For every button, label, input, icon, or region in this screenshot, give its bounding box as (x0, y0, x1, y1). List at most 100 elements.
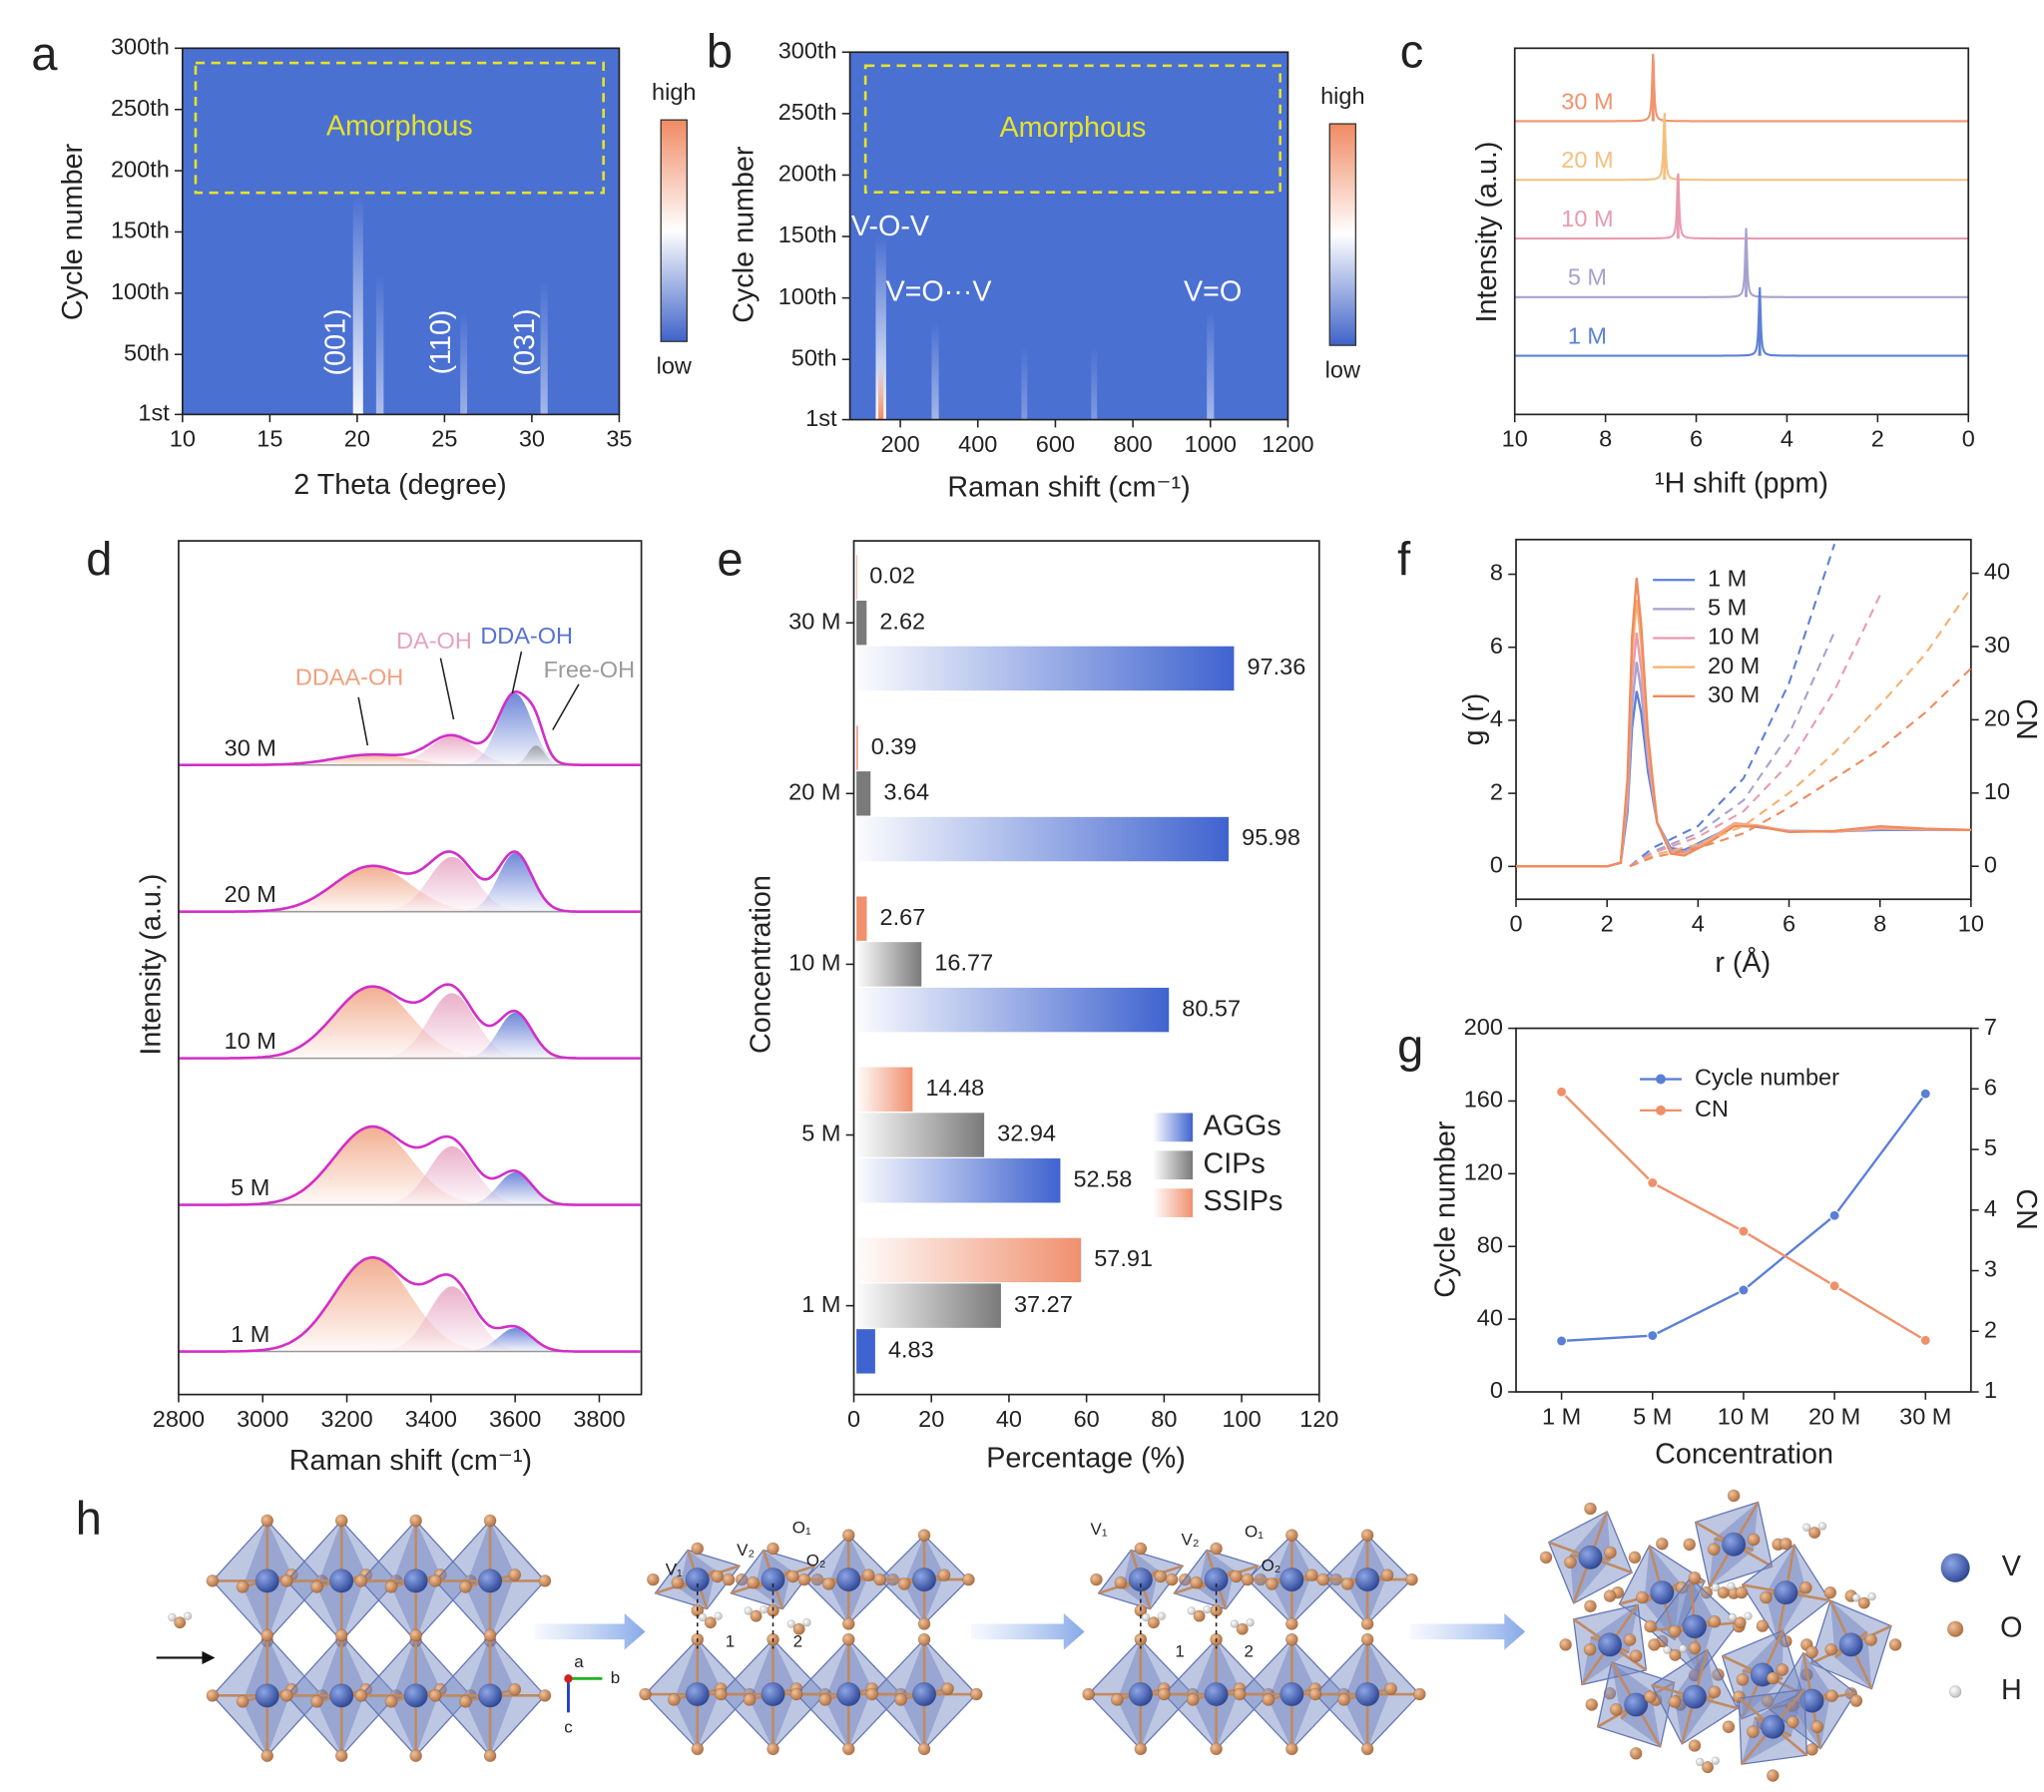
atom (1727, 1489, 1741, 1503)
atom (403, 1568, 428, 1593)
atom (841, 1529, 855, 1543)
atom (786, 1619, 796, 1628)
atom (1128, 1681, 1154, 1707)
atom (962, 1572, 975, 1586)
atom (168, 1612, 177, 1622)
atom (1110, 1693, 1124, 1706)
plot-frame (1513, 47, 1970, 416)
panel-letter: a (31, 27, 58, 80)
atom (760, 1604, 768, 1614)
structure-label: 1 (726, 1631, 735, 1650)
heatmap-streak (1021, 346, 1028, 420)
y-tick-label: 10 M (788, 950, 840, 976)
bar (856, 1067, 913, 1113)
atom (861, 1568, 875, 1582)
atom (714, 1687, 728, 1701)
x-tick-label: 1000 (1185, 431, 1237, 457)
atom (1805, 1645, 1818, 1659)
y-tick-label: 100th (111, 278, 170, 304)
structure-label: 2 (793, 1631, 802, 1650)
atom (1193, 1609, 1206, 1622)
x-tick-label: 5 M (1633, 1403, 1672, 1429)
series-label: 1 M (231, 1321, 269, 1347)
marker (1738, 1225, 1750, 1237)
x-axis-label: r (Å) (1715, 946, 1771, 979)
atom (1564, 1556, 1577, 1569)
series-label: 1 M (1568, 323, 1607, 349)
colorbar-label: high (1320, 83, 1364, 109)
atom (1648, 1638, 1661, 1651)
atom (206, 1573, 220, 1587)
series-label: 30 M (1561, 88, 1613, 114)
panel-letter: f (1397, 533, 1411, 586)
legend-label: H (2001, 1674, 2022, 1706)
atom (1584, 1599, 1597, 1613)
atom (711, 1569, 725, 1583)
atom (917, 1529, 931, 1543)
atom (1380, 1568, 1394, 1582)
atom (1186, 1693, 1200, 1706)
x-tick-label: 600 (1036, 431, 1075, 457)
atom (206, 1688, 220, 1702)
atom (1776, 1663, 1789, 1676)
atom (1669, 1648, 1682, 1661)
x-tick-label: 400 (958, 431, 997, 457)
series-line (1629, 587, 1971, 868)
atom (1279, 1567, 1304, 1592)
atom (1284, 1617, 1298, 1630)
y2-tick-label: 30 (1984, 632, 2010, 658)
atom (1262, 1693, 1276, 1706)
y-tick-label: 8 (1490, 560, 1503, 586)
atom (1246, 1617, 1255, 1627)
atom (1688, 1570, 1702, 1584)
series-line (1629, 595, 1881, 868)
value-label: 52.58 (1073, 1165, 1132, 1191)
pointer-arrow-head (202, 1650, 216, 1664)
plot-area (1516, 543, 1971, 868)
x-tick-label: 35 (606, 426, 632, 452)
atom (1786, 1715, 1799, 1729)
y-tick-label: 40 (1477, 1304, 1503, 1330)
atom (685, 1681, 710, 1707)
x-tick-label: 15 (256, 426, 282, 452)
y-axis-label: Cycle number (57, 143, 89, 320)
atom (1946, 1620, 1964, 1637)
atom (1717, 1586, 1730, 1599)
atom (428, 1688, 442, 1702)
atom (1082, 1687, 1096, 1701)
atom (1360, 1529, 1374, 1543)
atom (1190, 1575, 1204, 1589)
atom (260, 1514, 274, 1528)
atom (747, 1575, 760, 1589)
atom (714, 1611, 723, 1620)
atom (1948, 1685, 1962, 1698)
atom (310, 1580, 323, 1593)
atom (1650, 1580, 1675, 1605)
x-tick-label: 100 (1222, 1406, 1261, 1432)
box-label: Amorphous (326, 111, 473, 143)
spectrum-line (1514, 286, 1969, 357)
series-line (1560, 1091, 1926, 1342)
spectrum-peak (1676, 169, 1680, 239)
atom (743, 1693, 757, 1706)
atom (1708, 1614, 1722, 1628)
y-tick-label: 300th (778, 37, 837, 63)
atom (1711, 1582, 1721, 1592)
y-tick-label: 150th (778, 222, 837, 247)
atom (1688, 1739, 1702, 1752)
atom (750, 1609, 763, 1622)
atom (761, 1681, 785, 1707)
atom (1779, 1537, 1792, 1551)
x-tick-label: 20 (918, 1406, 944, 1432)
y2-tick-label: 2 (1984, 1316, 1997, 1342)
colorbar-label: high (652, 79, 696, 105)
bar (856, 646, 1235, 691)
value-label: 0.39 (871, 733, 917, 759)
atom (1114, 1575, 1128, 1589)
atom (1230, 1569, 1243, 1583)
atom (279, 1688, 293, 1702)
value-label: 14.48 (925, 1075, 984, 1101)
bar (856, 1237, 1082, 1283)
